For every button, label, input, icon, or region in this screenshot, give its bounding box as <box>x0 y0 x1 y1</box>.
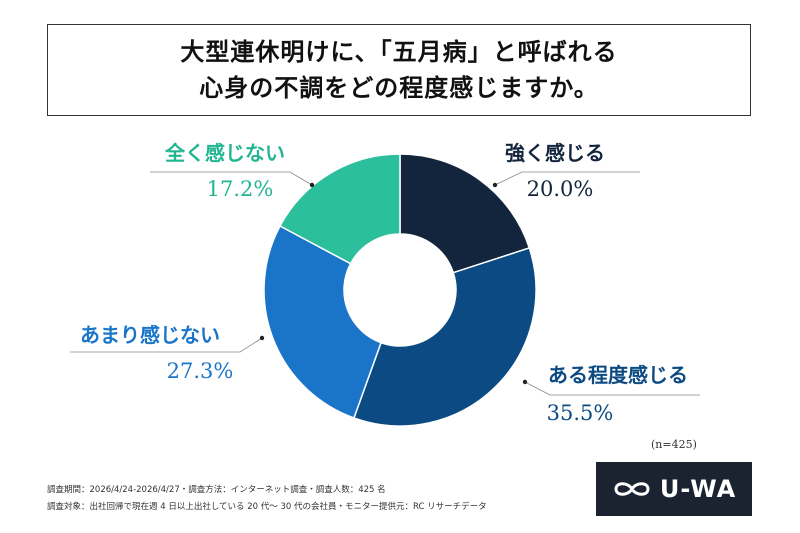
leader-line-2 <box>524 381 700 396</box>
donut-slice-2 <box>352 247 537 427</box>
slice-value-4: 17.2% <box>207 177 274 201</box>
slice-value-3: 27.3% <box>167 359 234 383</box>
leader-dot-2 <box>522 379 528 385</box>
donut-slice-4 <box>278 153 401 265</box>
slice-label-3: あまり感じない <box>80 323 220 347</box>
slice-value-2: 35.5% <box>547 401 614 425</box>
infinity-icon <box>614 482 650 496</box>
slice-label-2: ある程度感じる <box>548 363 688 387</box>
title-box: 大型連休明けに、「五月病」と呼ばれる 心身の不調をどの程度感じますか。 <box>47 24 751 116</box>
leader-dot-3 <box>259 335 265 341</box>
uwa-logo: U-WA <box>596 462 752 516</box>
slice-label-4: 全く感じない <box>164 141 285 165</box>
logo-text: U-WA <box>659 475 737 503</box>
survey-footnote-1: 調査期間：2026/4/24-2026/4/27・調査方法：インターネット調査・… <box>47 485 386 495</box>
leader-line-4 <box>150 171 313 186</box>
leader-line-1 <box>494 171 640 186</box>
title-line-2: 心身の不調をどの程度感じますか。 <box>199 73 599 102</box>
leader-line-3 <box>70 337 263 353</box>
title-line-1: 大型連休明けに、「五月病」と呼ばれる <box>180 37 618 66</box>
sample-size-label: (n=425) <box>651 438 697 451</box>
slice-label-1: 強く感じる <box>505 141 605 165</box>
donut-slice-1 <box>399 153 531 274</box>
leader-dot-4 <box>309 182 315 188</box>
leader-dot-1 <box>492 182 498 188</box>
donut-slice-3 <box>263 224 382 419</box>
slice-value-1: 20.0% <box>527 177 594 201</box>
survey-footnote-2: 調査対象：出社回帰で現在週 4 日以上出社している 20 代～ 30 代の会社員… <box>47 502 487 512</box>
